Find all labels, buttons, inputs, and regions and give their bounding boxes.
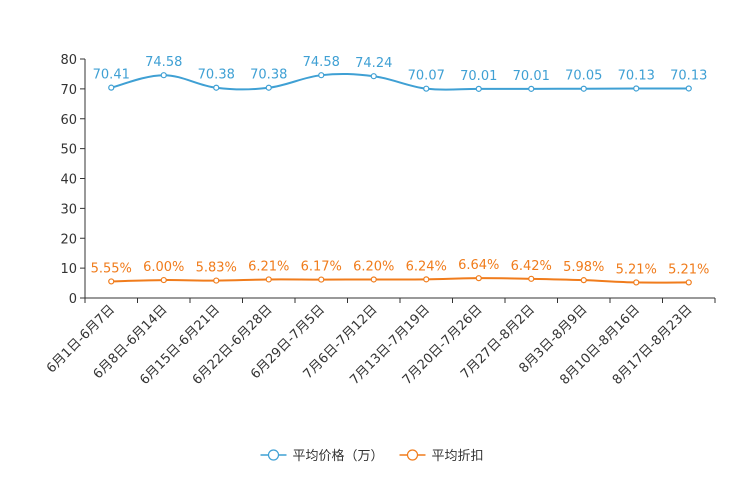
legend-marker-icon (406, 449, 419, 461)
data-point (423, 85, 430, 92)
data-label: 6.24% (406, 259, 447, 274)
data-point (160, 72, 167, 79)
data-label: 74.24 (355, 56, 392, 71)
legend-item-1[interactable]: 平均折扣 (399, 449, 484, 464)
data-point (580, 85, 587, 92)
series-line-1 (111, 277, 689, 284)
data-point (528, 275, 535, 282)
data-point (475, 85, 482, 92)
data-label: 70.01 (460, 69, 497, 84)
data-label: 5.21% (668, 262, 709, 277)
data-label: 70.38 (250, 68, 287, 83)
data-label: 5.21% (616, 262, 657, 277)
series-layer (108, 72, 692, 286)
data-label: 6.17% (301, 260, 342, 275)
y-tick-label: 50 (60, 143, 77, 158)
data-point (265, 84, 272, 91)
data-point (370, 73, 377, 80)
data-label: 6.21% (248, 259, 289, 274)
data-point (318, 72, 325, 79)
data-point (475, 275, 482, 282)
data-label: 70.13 (670, 68, 707, 83)
y-tick-label: 40 (60, 173, 77, 188)
data-point (580, 277, 587, 284)
axes: 010203040506070806月1日-6月7日6月8日-6月14日6月15… (44, 53, 716, 388)
data-point (423, 276, 430, 283)
data-point (633, 85, 640, 92)
data-label: 74.58 (303, 55, 340, 70)
data-label: 6.64% (458, 258, 499, 273)
data-label: 70.38 (198, 68, 235, 83)
data-point (685, 279, 692, 286)
data-label: 70.41 (93, 68, 130, 83)
legend-label: 平均价格（万） (293, 448, 384, 464)
data-label: 70.07 (408, 69, 445, 84)
legend-marker-icon (267, 449, 280, 461)
data-label: 74.58 (145, 55, 182, 70)
y-tick-label: 60 (60, 113, 77, 128)
y-tick-label: 20 (60, 232, 77, 247)
data-label: 6.20% (353, 259, 394, 274)
data-point (685, 85, 692, 92)
legend-label: 平均折扣 (432, 449, 484, 464)
data-label: 70.13 (618, 68, 655, 83)
data-label: 5.55% (91, 261, 132, 276)
data-point (528, 85, 535, 92)
data-point (265, 276, 272, 283)
data-label: 5.83% (196, 261, 237, 276)
y-tick-label: 70 (60, 83, 77, 98)
data-labels: 70.41 74.58 70.38 70.38 74.58 74.24 70.07 70.01… (91, 55, 710, 277)
data-label: 70.01 (513, 69, 550, 84)
data-label: 6.00% (143, 260, 184, 275)
data-label: 5.98% (563, 260, 604, 275)
data-label: 6.42% (511, 259, 552, 274)
y-tick-label: 80 (60, 53, 77, 68)
data-point (108, 84, 115, 91)
data-point (108, 278, 115, 285)
data-point (213, 84, 220, 91)
data-point (160, 276, 167, 284)
y-tick-label: 30 (60, 202, 77, 217)
data-point (370, 276, 377, 283)
data-point (213, 277, 220, 284)
series-line-0 (111, 72, 689, 91)
legend[interactable]: 平均价格（万） 平均折扣 (260, 448, 484, 464)
y-tick-label: 10 (60, 262, 77, 277)
data-point (633, 279, 640, 286)
data-point (318, 276, 325, 283)
legend-item-0[interactable]: 平均价格（万） (260, 448, 384, 464)
data-label: 70.05 (565, 69, 602, 84)
y-tick-label: 0 (69, 292, 77, 307)
